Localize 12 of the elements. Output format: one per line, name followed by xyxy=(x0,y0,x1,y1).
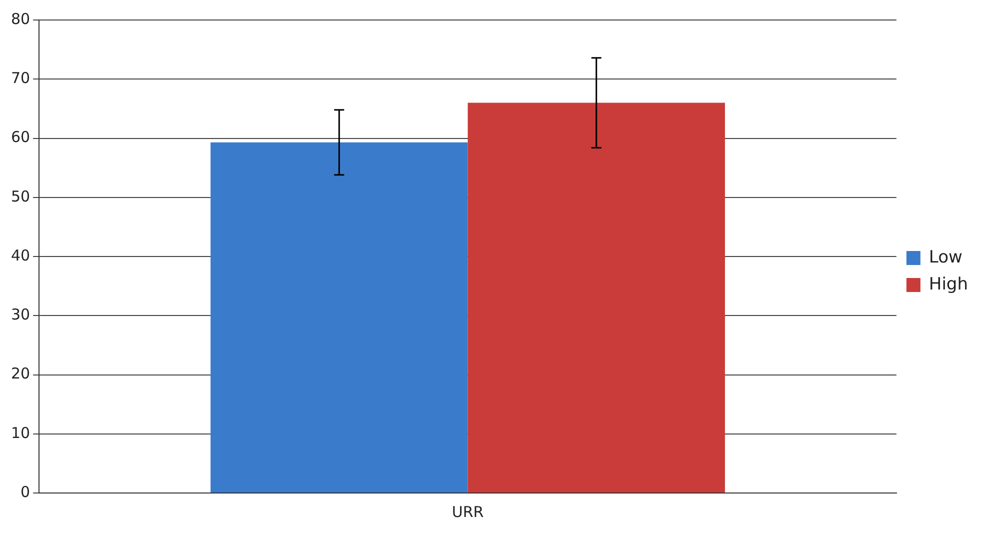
legend-label: Low xyxy=(928,247,962,268)
y-tick-label: 40 xyxy=(10,246,30,264)
y-tick-label: 10 xyxy=(10,424,30,442)
y-tick-label: 30 xyxy=(10,306,30,324)
y-tick-label: 50 xyxy=(10,187,30,206)
legend-label: High xyxy=(928,274,968,294)
y-tick-label: 80 xyxy=(10,10,30,28)
y-tick-label: 70 xyxy=(10,69,30,88)
y-tick-label: 0 xyxy=(20,482,30,501)
y-tick-label: 20 xyxy=(10,364,30,383)
x-tick-label: URR xyxy=(452,502,484,521)
y-tick-label: 60 xyxy=(10,128,30,146)
